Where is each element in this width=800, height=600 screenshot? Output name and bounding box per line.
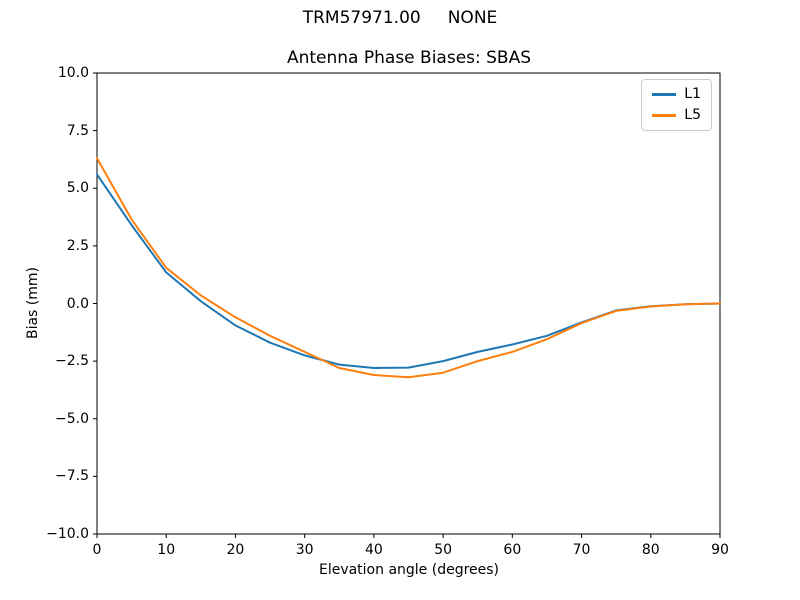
figure-suptitle: TRM57971.00 NONE [302,8,498,28]
y-axis-label: Bias (mm) [25,266,41,340]
legend-line-swatch-l5 [652,114,677,117]
legend-entry-l1: L1 [652,87,701,102]
legend-entry-l5: L5 [652,108,701,123]
chart-title: Antenna Phase Biases: SBAS [286,48,532,68]
x-axis-label: Elevation angle (degrees) [318,562,500,578]
x-tick-label: 80 [641,542,660,558]
series-line-l1 [96,173,721,369]
y-tick-label: −5.0 [55,410,89,427]
x-tick-label: 60 [503,542,522,558]
legend-label-l1: L1 [684,86,701,102]
y-tick-label: 7.5 [66,122,89,139]
legend: L1 L5 [641,79,712,131]
x-tick-label: 50 [434,542,453,558]
y-tick-label: −10.0 [46,526,89,542]
y-tick-label: −2.5 [55,353,89,370]
y-tick-label: 0.0 [66,295,89,312]
legend-line-swatch-l1 [652,93,677,96]
x-tick-label: 10 [157,542,176,558]
series-line-l5 [96,157,721,379]
y-tick-label: 10.0 [57,65,89,81]
axes-spines [96,72,721,535]
x-tick-label: 0 [92,542,102,558]
x-tick-label: 70 [572,542,591,558]
x-tick-label: 90 [711,542,729,558]
x-tick-label: 30 [295,542,314,558]
x-tick-label: 20 [226,542,245,558]
y-tick-label: 5.0 [66,180,89,197]
y-tick-label: 2.5 [66,237,89,254]
y-tick-label: −7.5 [55,468,89,485]
legend-label-l5: L5 [684,107,701,123]
x-tick-label: 40 [364,542,383,558]
